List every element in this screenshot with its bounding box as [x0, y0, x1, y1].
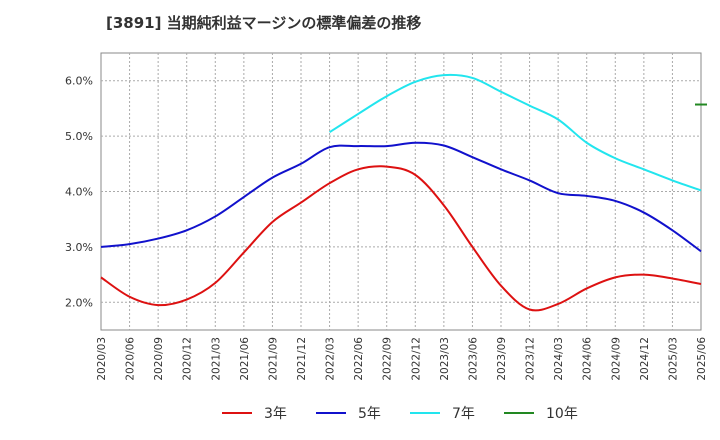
x-tick-label: 2024/09 [610, 337, 622, 381]
x-tick-label: 2020/06 [125, 337, 137, 381]
legend-label-3: 7年 [452, 406, 475, 422]
x-tick-label: 2025/06 [696, 337, 708, 381]
x-tick-label: 2024/03 [553, 337, 565, 381]
x-tick-label: 2025/03 [667, 337, 679, 381]
y-tick-label: 5.0% [65, 130, 93, 143]
x-tick-label: 2020/09 [153, 337, 165, 381]
x-tick-label: 2023/12 [525, 337, 537, 381]
x-tick-label: 2024/12 [639, 337, 651, 381]
x-tick-label: 2023/03 [439, 337, 451, 381]
y-tick-label: 6.0% [65, 75, 93, 88]
y-tick-label: 3.0% [65, 241, 93, 254]
series-line-3 [329, 73, 702, 192]
x-tick-label: 2022/09 [382, 337, 394, 381]
x-tick-label: 2020/12 [182, 337, 194, 381]
x-tick-label: 2021/03 [210, 337, 222, 381]
legend-label-2: 5年 [358, 406, 381, 422]
series-line-1 [100, 165, 702, 312]
legend: 3年 5年 7年 10年 [222, 406, 578, 422]
chart-title: [3891] 当期純利益マージンの標準偏差の推移 [106, 14, 422, 32]
grid-layer [101, 53, 701, 330]
x-tick-label: 2022/06 [353, 337, 365, 381]
x-tick-label: 2023/06 [467, 337, 479, 381]
x-tick-label: 2021/12 [296, 337, 308, 381]
x-tick-label: 2022/03 [325, 337, 337, 381]
x-tick-label: 2020/03 [96, 337, 108, 381]
x-tick-label: 2022/12 [410, 337, 422, 381]
y-tick-label: 2.0% [65, 296, 93, 309]
x-tick-label: 2023/09 [496, 337, 508, 381]
x-tick-label: 2024/06 [582, 337, 594, 381]
y-axis: 2.0% 3.0% 4.0% 5.0% 6.0% [65, 75, 93, 310]
x-tick-label: 2021/06 [239, 337, 251, 381]
series-layer [100, 73, 707, 312]
legend-label-1: 3年 [264, 406, 287, 422]
series-line-2 [100, 141, 702, 253]
x-tick-label: 2021/09 [267, 337, 279, 381]
y-tick-label: 4.0% [65, 186, 93, 199]
legend-label-4: 10年 [546, 406, 578, 422]
x-axis: 2020/03 2020/06 2020/09 2020/12 2021/03 2021/… [96, 337, 708, 381]
